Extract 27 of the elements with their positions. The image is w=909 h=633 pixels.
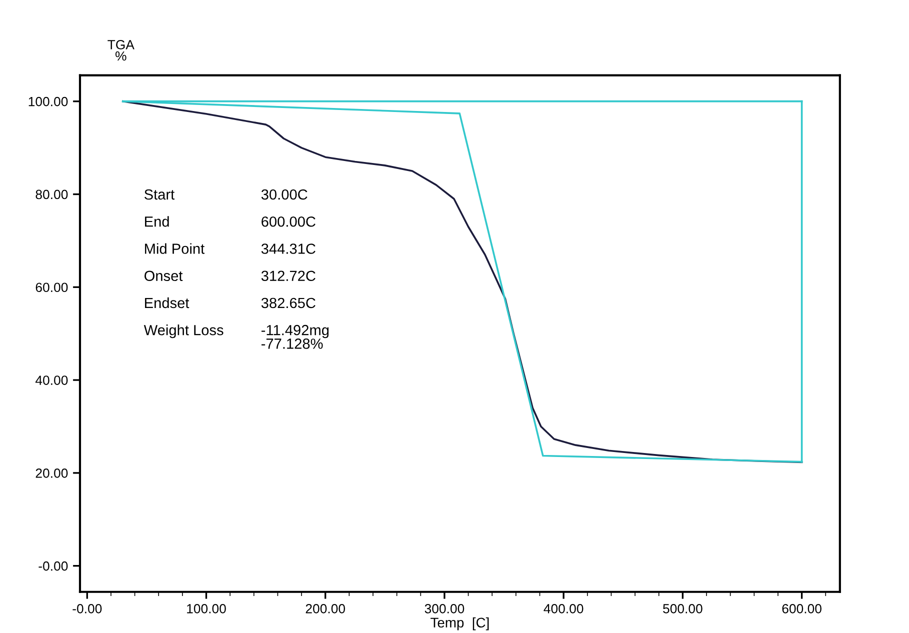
annotation: Start bbox=[144, 189, 175, 200]
y-tick-label: 80.00 bbox=[36, 190, 68, 200]
x-tick-label: 300.00 bbox=[424, 604, 464, 614]
annotation: End bbox=[145, 216, 169, 227]
annotation: Weight Loss bbox=[144, 324, 224, 338]
y-axis-title: TGA % bbox=[108, 40, 134, 61]
annotation: Mid Point bbox=[145, 243, 205, 254]
annotation: Onset bbox=[144, 270, 183, 282]
y-tick-label: 100.00 bbox=[28, 96, 68, 106]
annotation: 344.31C bbox=[261, 244, 316, 254]
annotation: 600.00C bbox=[262, 216, 316, 227]
x-tick-label: 100.00 bbox=[187, 604, 226, 614]
x-tick-label: 600.00 bbox=[782, 604, 822, 614]
annotation: 312.72C bbox=[261, 270, 316, 282]
x-tick-label: 400.00 bbox=[544, 604, 584, 614]
annotation: 30.00C bbox=[261, 189, 308, 200]
x-tick-label: 200.00 bbox=[306, 604, 346, 614]
x-tick-label: -0.00 bbox=[72, 604, 102, 614]
annotation: Endset bbox=[145, 297, 190, 308]
annotation: 382.65C bbox=[261, 298, 316, 308]
x-axis-title: Temp [C] bbox=[430, 617, 489, 630]
y-tick-label: -0.00 bbox=[38, 561, 68, 571]
y-tick-label: 20.00 bbox=[36, 468, 68, 478]
annotation: -11.492mg -77.128% bbox=[262, 324, 329, 349]
x-tick-label: 500.00 bbox=[663, 604, 702, 614]
y-tick-label: 60.00 bbox=[36, 282, 68, 292]
y-tick-label: 40.00 bbox=[35, 376, 68, 385]
